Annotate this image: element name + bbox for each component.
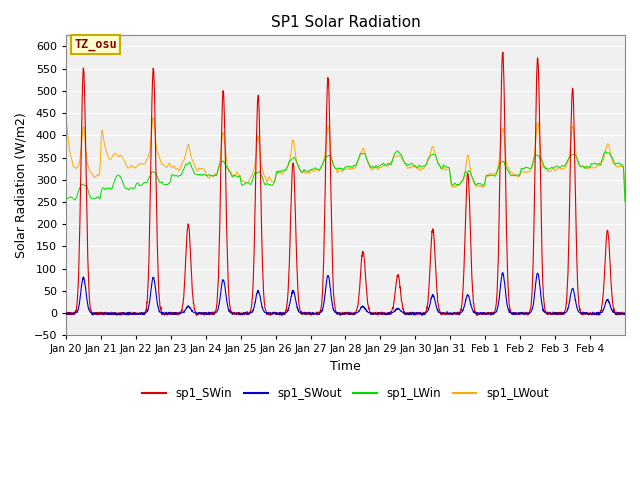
X-axis label: Time: Time: [330, 360, 361, 373]
Text: TZ_osu: TZ_osu: [74, 37, 117, 51]
Y-axis label: Solar Radiation (W/m2): Solar Radiation (W/m2): [15, 112, 28, 258]
Legend: sp1_SWin, sp1_SWout, sp1_LWin, sp1_LWout: sp1_SWin, sp1_SWout, sp1_LWin, sp1_LWout: [138, 382, 553, 404]
Title: SP1 Solar Radiation: SP1 Solar Radiation: [271, 15, 420, 30]
